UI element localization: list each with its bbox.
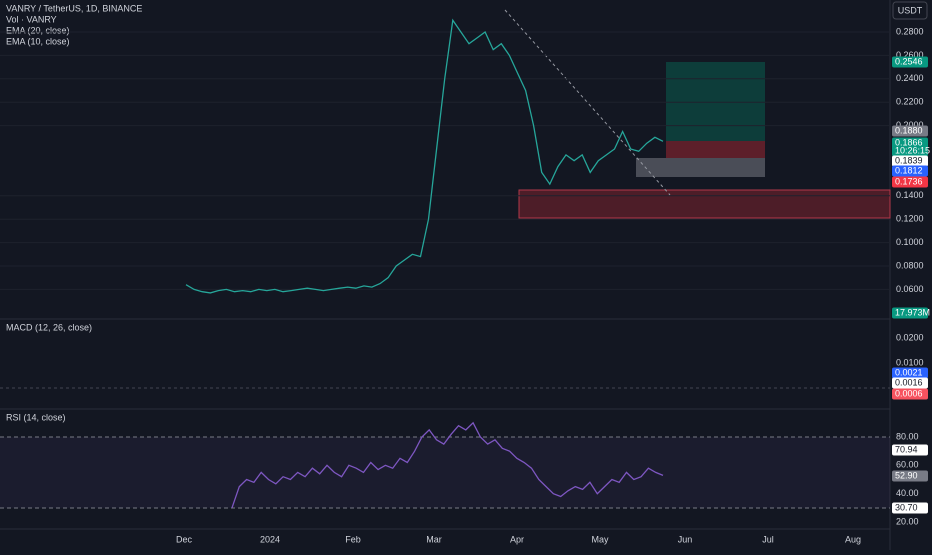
stop-zone (666, 141, 765, 158)
price-tick: 0.2000 (896, 120, 924, 130)
time-tick: Apr (510, 534, 524, 544)
badge-text: 52.90 (895, 470, 918, 480)
price-tick: 0.2400 (896, 73, 924, 83)
badge-text: 30.70 (895, 502, 918, 512)
price-badge (892, 176, 928, 188)
indicator-label: Vol · VANRY (6, 14, 57, 24)
currency-label[interactable]: USDT (898, 5, 923, 15)
time-tick: Feb (345, 534, 361, 544)
badge-text: 0.0021 (895, 367, 923, 377)
rsi-label: RSI (14, close) (6, 412, 66, 422)
badge-text: 0.0006 (895, 388, 923, 398)
badge-text: 10:26:15 (895, 145, 930, 155)
time-tick: Aug (845, 534, 861, 544)
price-badge (892, 388, 928, 400)
price-tick: 0.1000 (896, 237, 924, 247)
badge-text: 0.1839 (895, 155, 923, 165)
badge-text: 0.1866 (895, 137, 923, 147)
range-box (636, 158, 765, 177)
trend-line (504, 9, 671, 196)
price-tick: 0.2200 (896, 97, 924, 107)
indicator-label: EMA (10, close) (6, 36, 70, 46)
badge-text: 70.94 (895, 444, 918, 454)
price-tick: 0.1200 (896, 214, 924, 224)
supply-zone (518, 189, 891, 219)
time-tick: Dec (176, 534, 193, 544)
time-tick: May (591, 534, 609, 544)
badge-text: 0.1736 (895, 176, 923, 186)
rsi-tick: 60.00 (896, 460, 919, 470)
rsi-tick: 80.00 (896, 431, 919, 441)
profit-zone (666, 62, 765, 141)
rsi-line (231, 421, 664, 509)
price-line (185, 18, 664, 294)
price-badge (892, 155, 928, 167)
price-badge (892, 145, 928, 157)
time-tick: 2024 (260, 534, 280, 544)
price-badge (892, 367, 928, 379)
rsi-tick: 20.00 (896, 516, 919, 526)
time-tick: Jul (762, 534, 774, 544)
price-badge (892, 165, 928, 177)
currency-button[interactable] (892, 1, 928, 20)
indicator-label: EMA (20, close) (6, 25, 70, 35)
price-tick: 0.2600 (896, 50, 924, 60)
macd-label: MACD (12, 26, close) (6, 322, 92, 332)
price-tick: 0.1400 (896, 190, 924, 200)
price-badge (892, 377, 928, 389)
badge-text: 0.1812 (895, 165, 923, 175)
price-badge (892, 125, 928, 137)
macd-tick: 0.0100 (896, 357, 924, 367)
price-badge (892, 502, 928, 514)
price-badge (892, 307, 928, 319)
price-tick: 0.0800 (896, 260, 924, 270)
badge-text: 0.2546 (895, 56, 923, 66)
macd-tick: 0.0200 (896, 332, 924, 342)
badge-text: 0.0016 (895, 377, 923, 387)
badge-text: 0.1880 (895, 125, 923, 135)
price-badge (892, 56, 928, 68)
time-tick: Jun (678, 534, 693, 544)
price-tick: 0.0600 (896, 284, 924, 294)
rsi-tick: 40.00 (896, 488, 919, 498)
badge-text: 17.973M (895, 307, 930, 317)
symbol-title: VANRY / TetherUS, 1D, BINANCE (6, 3, 142, 13)
time-tick: Mar (426, 534, 442, 544)
rsi-band (0, 437, 890, 508)
price-badge (892, 470, 928, 482)
price-tick: 0.2800 (896, 26, 924, 36)
price-badge (892, 444, 928, 456)
